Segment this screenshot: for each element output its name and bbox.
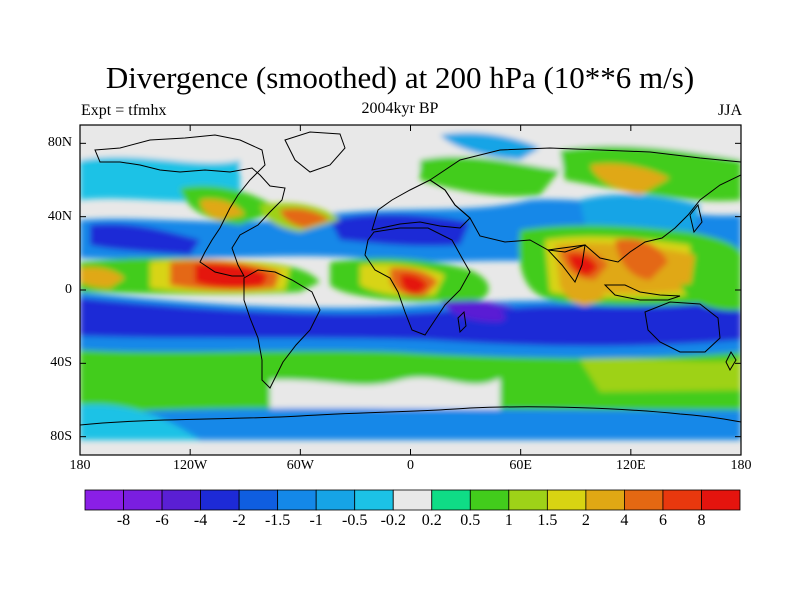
- colorbar-box-0: [84, 489, 124, 511]
- colorbar-box-6: [315, 489, 356, 511]
- lat-label: 80S: [50, 428, 72, 444]
- field-pacific-itcz-west: [80, 267, 125, 288]
- coast-india: [546, 244, 586, 283]
- colorbar-label: -2: [232, 512, 246, 529]
- colorbar-label: 8: [697, 512, 706, 529]
- experiment-label: Expt = tfmhx: [81, 102, 167, 119]
- colorbar-box-3: [200, 489, 240, 511]
- colorbar-label: -1.5: [264, 512, 291, 529]
- colorbar-box-12: [546, 489, 587, 511]
- field-siberia-cyan: [440, 132, 540, 160]
- coast-asia: [429, 147, 741, 263]
- lon-label: 180: [730, 458, 752, 473]
- field-africa-red: [400, 274, 428, 294]
- plot-title: Divergence (smoothed) at 200 hPa (10**6 …: [105, 60, 695, 95]
- field-se-pacific-light: [580, 358, 741, 392]
- field-indian-positive: [560, 279, 605, 306]
- season-label: JJA: [717, 102, 742, 119]
- colorbar-label: 6: [658, 512, 667, 529]
- colorbar-box-15: [662, 489, 702, 511]
- coast-new-zealand: [725, 350, 737, 372]
- colorbar-label: -8: [116, 512, 131, 529]
- coast-australia: [644, 301, 721, 353]
- field-bengal-core: [568, 254, 598, 276]
- field-south-indian-core: [500, 300, 741, 341]
- coast-africa: [364, 227, 471, 336]
- axis-ticks: [79, 125, 742, 455]
- colorbar-box-10: [469, 489, 510, 511]
- lat-label: 0: [65, 282, 72, 297]
- divergence-field: [80, 125, 741, 455]
- colorbar-label: 2: [581, 512, 590, 529]
- field-sw-pacific-green: [680, 283, 741, 311]
- colorbar-box-8: [392, 489, 433, 511]
- colorbar-label: 0.2: [421, 512, 442, 529]
- coastlines: [80, 131, 741, 426]
- colorbar-label: -6: [155, 512, 169, 529]
- field-north-pacific-core: [90, 223, 200, 255]
- coast-north-america: [94, 134, 286, 277]
- lon-label: 0: [407, 458, 414, 473]
- coast-madagascar: [457, 310, 467, 334]
- colorbar-label: -1: [309, 512, 323, 529]
- lat-label: 80N: [47, 135, 72, 151]
- lat-label: 40S: [50, 355, 72, 371]
- field-warmpool-red: [615, 238, 668, 280]
- field-north-atlantic-core: [330, 214, 470, 247]
- lon-label: 180: [69, 458, 91, 473]
- lat-label: 40N: [47, 208, 72, 224]
- colorbar-box-4: [238, 489, 279, 511]
- field-sh-light-zone: [270, 377, 500, 410]
- lon-label: 120W: [173, 458, 208, 473]
- colorbar-box-13: [585, 489, 625, 511]
- colorbar-box-2: [161, 489, 201, 511]
- field-antarctic-cyan: [80, 404, 200, 440]
- colorbar-box-9: [431, 489, 471, 511]
- colorbar-label: -4: [193, 512, 208, 529]
- lon-label: 60E: [509, 458, 532, 473]
- lon-label: 120E: [616, 458, 646, 473]
- colorbar-box-11: [508, 489, 548, 511]
- field-antarctic-blue: [120, 408, 741, 440]
- field-na-orange: [200, 199, 245, 220]
- field-asia-orange: [590, 163, 670, 195]
- colorbar-label: 1: [504, 512, 513, 529]
- colorbar-label: 1.5: [537, 512, 558, 529]
- colorbar-label: 0.5: [460, 512, 481, 529]
- colorbar-label: -0.2: [380, 512, 406, 529]
- colorbar-box-14: [624, 489, 664, 511]
- colorbar-box-5: [277, 489, 317, 511]
- coast-indonesia: [603, 284, 681, 301]
- colorbar-box-1: [123, 489, 163, 511]
- colorbar: [84, 489, 741, 511]
- colorbar-label: 4: [620, 512, 629, 529]
- colorbar-label: -0.5: [342, 512, 368, 529]
- field-atlantic-orange: [280, 208, 330, 228]
- coast-antarctica: [80, 406, 741, 426]
- period-label: 2004kyr BP: [361, 100, 439, 117]
- lon-label: 60W: [286, 458, 314, 473]
- field-south-atlantic-purple: [440, 299, 520, 322]
- field-europe-positive: [420, 156, 560, 197]
- colorbar-box-7: [354, 489, 394, 511]
- coast-south-america: [243, 269, 321, 389]
- coast-greenland: [284, 131, 346, 173]
- colorbar-box-16: [701, 489, 741, 511]
- coast-japan: [689, 203, 703, 234]
